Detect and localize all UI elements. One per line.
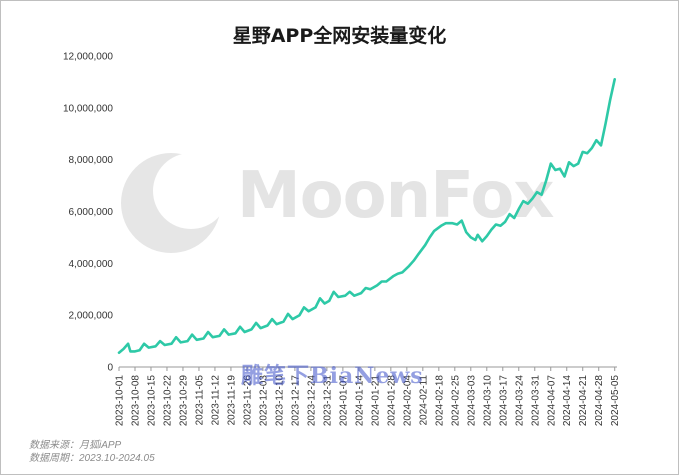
y-tick-label: 2,000,000 (69, 311, 114, 322)
x-tick-label: 2023-10-22 (162, 375, 173, 427)
y-tick-label: 4,000,000 (69, 259, 114, 270)
x-tick-label: 2024-02-11 (418, 375, 429, 426)
overlay-watermark: 雕笔下BiaNews (241, 363, 424, 389)
x-tick-label: 2023-12-03 (258, 375, 269, 427)
x-tick-label: 2023-11-19 (226, 375, 237, 426)
x-tick-label: 2023-12-17 (290, 375, 301, 427)
x-tick-label: 2023-12-10 (274, 375, 285, 427)
x-tick-label: 2024-04-21 (578, 375, 589, 427)
period-label: 数据周期：2023.10-2024.05 (29, 453, 155, 464)
y-tick-label: 12,000,000 (63, 52, 113, 63)
x-tick-label: 2023-10-08 (130, 375, 141, 427)
x-tick-label: 2023-11-26 (242, 375, 253, 426)
x-tick-label: 2024-03-24 (514, 375, 525, 427)
y-tick-label: 10,000,000 (63, 103, 113, 114)
y-axis: 0 2,000,000 4,000,000 6,000,000 8,000,000 10,… (63, 52, 114, 374)
x-tick-label: 2024-01-28 (386, 375, 397, 427)
moonfox-logo-icon (121, 153, 229, 253)
x-tick-label: 2024-03-17 (498, 375, 509, 427)
series-line (117, 78, 616, 354)
x-tick-label: 2023-11-05 (194, 375, 205, 426)
x-tick-label: 2024-05-05 (610, 375, 621, 427)
source-block: 数据来源：月狐iAPP 数据周期：2023.10-2024.05 (29, 439, 155, 465)
x-tick-label: 2024-01-07 (338, 375, 349, 427)
x-tick-label: 2023-12-31 (322, 375, 333, 427)
x-tick-label: 2024-03-03 (466, 375, 477, 427)
x-tick-label: 2024-04-28 (594, 375, 605, 427)
x-tick-label: 2024-02-18 (434, 375, 445, 427)
x-tick-label: 2024-01-21 (370, 375, 381, 427)
x-tick-label: 2024-02-25 (450, 375, 461, 427)
x-tick-label: 2023-10-15 (146, 375, 157, 427)
y-tick-label: 8,000,000 (69, 155, 114, 166)
moonfox-watermark: MoonFox (109, 143, 589, 263)
series-layer (117, 78, 616, 354)
watermark-text: MoonFox (237, 159, 555, 233)
chart-title: 星野APP全网安装量变化 (232, 25, 447, 47)
x-tick-label: 2023-10-01 (115, 375, 126, 427)
x-tick-label: 2024-03-10 (482, 375, 493, 427)
source-label: 数据来源：月狐iAPP (29, 440, 122, 451)
x-tick-label: 2024-02-04 (402, 375, 413, 427)
x-tick-label: 2024-03-31 (530, 375, 541, 427)
x-axis: 2023-10-01 2023-10-08 2023-10-15 2023-10-22… (115, 366, 621, 427)
x-tick-label: 2023-10-29 (178, 375, 189, 427)
x-tick-label: 2023-12-24 (306, 375, 317, 427)
x-tick-label: 2024-04-07 (546, 375, 557, 427)
x-tick-label: 2023-11-12 (210, 375, 221, 426)
y-tick-label: 6,000,000 (69, 207, 114, 218)
x-tick-label: 2024-04-14 (562, 375, 573, 427)
y-tick-label: 0 (107, 363, 113, 374)
x-tick-label: 2024-01-14 (354, 375, 365, 427)
